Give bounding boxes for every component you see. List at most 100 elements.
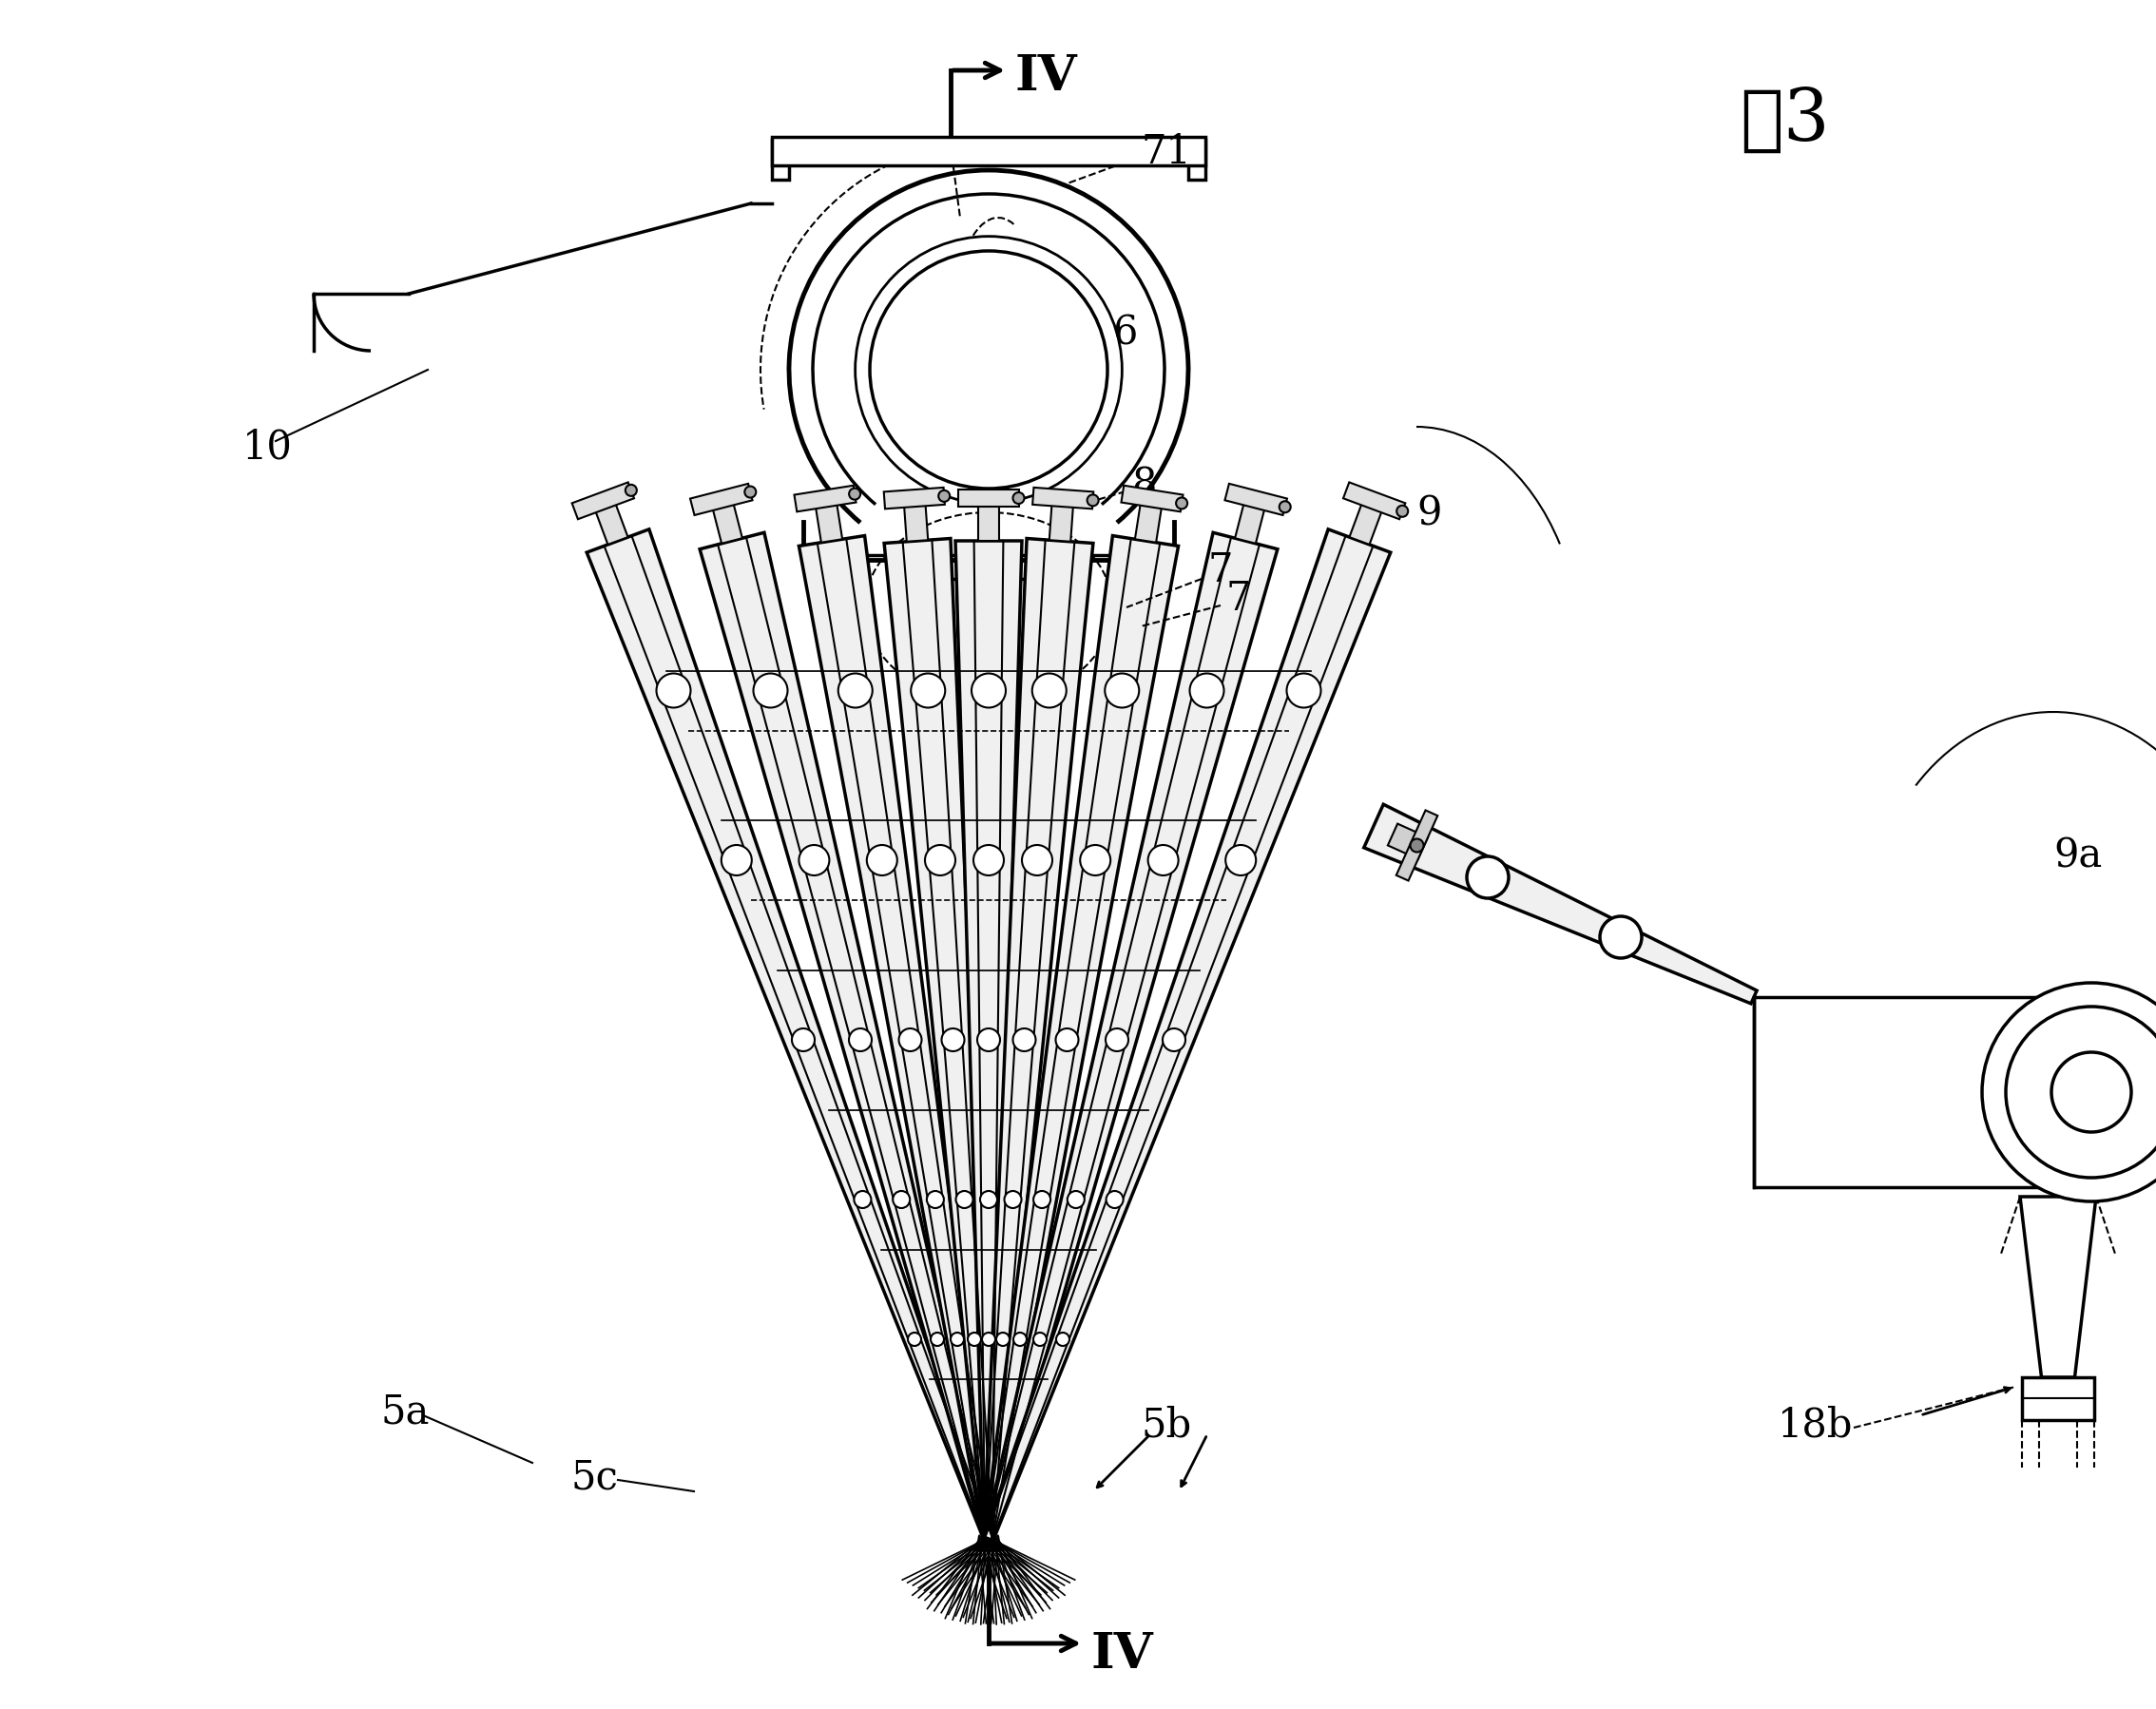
Circle shape: [968, 1333, 981, 1347]
Circle shape: [981, 1333, 996, 1347]
Circle shape: [972, 846, 1005, 877]
Circle shape: [1162, 1029, 1186, 1051]
Circle shape: [1147, 846, 1179, 877]
Polygon shape: [1033, 489, 1093, 509]
Circle shape: [839, 673, 873, 708]
Polygon shape: [983, 537, 1179, 1540]
Polygon shape: [1350, 497, 1384, 545]
Polygon shape: [1388, 824, 1427, 860]
Circle shape: [655, 673, 690, 708]
Circle shape: [1106, 1191, 1123, 1208]
Polygon shape: [711, 497, 742, 543]
Polygon shape: [959, 490, 1018, 508]
Circle shape: [2050, 1053, 2132, 1133]
Circle shape: [1104, 673, 1138, 708]
Circle shape: [927, 1191, 944, 1208]
Circle shape: [1466, 856, 1509, 899]
Polygon shape: [1397, 810, 1438, 882]
Circle shape: [2005, 1007, 2156, 1178]
Polygon shape: [955, 542, 1022, 1540]
Circle shape: [1087, 496, 1100, 506]
Circle shape: [981, 1191, 998, 1208]
Circle shape: [1106, 1029, 1128, 1051]
Polygon shape: [979, 499, 1000, 542]
Polygon shape: [1225, 484, 1287, 516]
Circle shape: [899, 1029, 921, 1051]
Text: 5c: 5c: [571, 1458, 619, 1497]
Polygon shape: [884, 538, 994, 1540]
Polygon shape: [815, 497, 843, 543]
Text: 7: 7: [1227, 579, 1250, 619]
Circle shape: [1013, 492, 1024, 504]
Circle shape: [1080, 846, 1110, 877]
Text: 7: 7: [1207, 550, 1233, 590]
Circle shape: [625, 485, 636, 497]
Circle shape: [1410, 839, 1423, 853]
Circle shape: [854, 1191, 871, 1208]
Circle shape: [996, 1333, 1009, 1347]
Text: 71: 71: [1141, 132, 1190, 173]
Polygon shape: [586, 530, 994, 1540]
Polygon shape: [690, 484, 752, 516]
Polygon shape: [1188, 140, 1205, 181]
Circle shape: [1981, 983, 2156, 1201]
Circle shape: [1225, 846, 1257, 877]
Polygon shape: [983, 533, 1279, 1540]
Polygon shape: [800, 537, 994, 1540]
Circle shape: [908, 1333, 921, 1347]
Circle shape: [925, 846, 955, 877]
Circle shape: [1033, 1191, 1050, 1208]
Polygon shape: [772, 140, 789, 181]
Polygon shape: [1753, 998, 2091, 1188]
Polygon shape: [2020, 1196, 2096, 1377]
Circle shape: [931, 1333, 944, 1347]
Polygon shape: [1365, 805, 1757, 1003]
Polygon shape: [983, 538, 1093, 1540]
Circle shape: [752, 673, 787, 708]
Circle shape: [1067, 1191, 1084, 1208]
Polygon shape: [1235, 497, 1266, 543]
Circle shape: [1600, 916, 1641, 959]
Circle shape: [869, 251, 1108, 489]
Circle shape: [951, 1333, 964, 1347]
Polygon shape: [593, 497, 627, 545]
Circle shape: [856, 238, 1121, 504]
Circle shape: [1175, 499, 1188, 509]
Circle shape: [1190, 673, 1225, 708]
Polygon shape: [571, 484, 634, 520]
Circle shape: [849, 489, 860, 501]
Polygon shape: [1134, 497, 1162, 543]
Polygon shape: [983, 530, 1391, 1540]
Polygon shape: [701, 533, 994, 1540]
Circle shape: [938, 490, 951, 502]
Polygon shape: [2022, 1377, 2093, 1420]
Circle shape: [893, 1191, 910, 1208]
Polygon shape: [772, 138, 1205, 166]
Circle shape: [955, 1191, 972, 1208]
Text: 5a: 5a: [379, 1391, 429, 1430]
Circle shape: [791, 1029, 815, 1051]
Circle shape: [1397, 506, 1408, 518]
Circle shape: [1056, 1029, 1078, 1051]
Circle shape: [1033, 1333, 1046, 1347]
Circle shape: [912, 673, 944, 708]
Polygon shape: [884, 489, 944, 509]
Circle shape: [849, 1029, 871, 1051]
Circle shape: [1013, 1029, 1035, 1051]
Circle shape: [972, 673, 1005, 708]
Circle shape: [744, 487, 757, 499]
Text: 图3: 图3: [1740, 85, 1830, 156]
Circle shape: [977, 1029, 1000, 1051]
Text: 6: 6: [1112, 313, 1138, 352]
Circle shape: [1033, 673, 1067, 708]
Text: IV: IV: [1015, 53, 1078, 101]
Circle shape: [1056, 1333, 1069, 1347]
Polygon shape: [793, 485, 856, 513]
Circle shape: [722, 846, 752, 877]
Circle shape: [1005, 1191, 1022, 1208]
Text: 18b: 18b: [1779, 1405, 1854, 1444]
Polygon shape: [1343, 484, 1406, 520]
Polygon shape: [903, 497, 927, 542]
Text: 8: 8: [1132, 465, 1156, 504]
Circle shape: [942, 1029, 964, 1051]
